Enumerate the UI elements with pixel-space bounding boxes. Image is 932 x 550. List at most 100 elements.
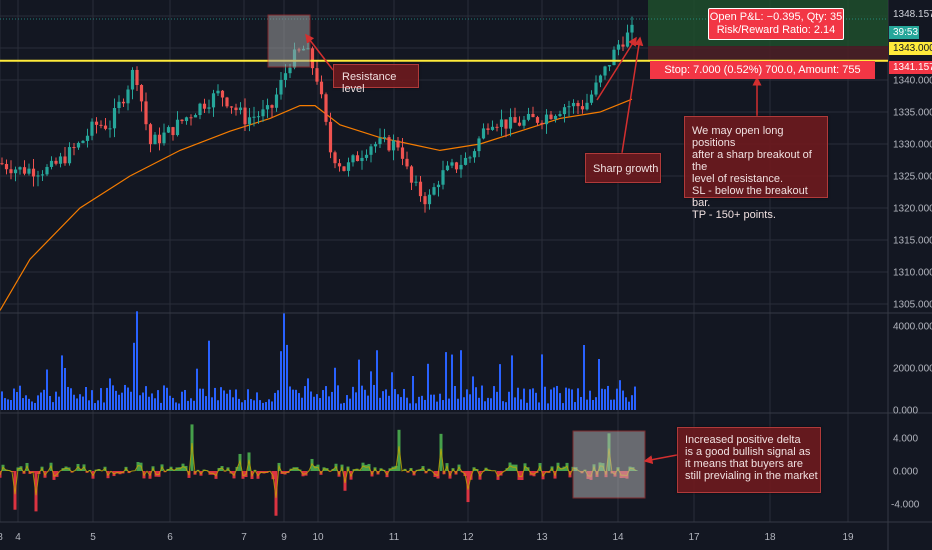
volume-bar <box>163 385 165 410</box>
volume-bar <box>373 384 375 410</box>
candle-body <box>171 127 175 136</box>
candle-body <box>85 135 90 141</box>
volume-bar <box>274 392 276 410</box>
volume-bar <box>472 376 474 410</box>
resistance-annotation[interactable]: Resistance level <box>333 64 419 95</box>
volume-bar <box>151 393 153 410</box>
annotation-arrow <box>305 33 334 71</box>
delta-annotation[interactable]: Increased positive delta is a good bulli… <box>677 427 821 493</box>
volume-bar <box>544 386 546 410</box>
volume-bar <box>412 375 414 410</box>
candle-body <box>40 174 45 176</box>
volume-bar <box>589 390 591 410</box>
volume-bar <box>337 385 339 410</box>
delta-bar <box>364 464 368 471</box>
candle-body <box>13 169 18 174</box>
price-tick-label: 1335.000 <box>893 108 932 119</box>
candle-body <box>148 124 153 145</box>
volume-bar <box>406 397 408 410</box>
delta-bar <box>181 463 185 471</box>
volume-bar <box>385 389 387 410</box>
delta-tick-label: 0.000 <box>893 467 918 478</box>
volume-bar <box>382 391 384 410</box>
volume-bar <box>43 389 45 410</box>
candle-body <box>409 166 414 183</box>
time-tick-label: 7 <box>241 532 247 543</box>
volume-bar <box>103 402 105 410</box>
volume-bar <box>307 378 309 410</box>
time-tick-label: 4 <box>15 532 21 543</box>
volume-bar <box>613 399 615 410</box>
volume-bar <box>631 395 633 410</box>
volume-bar <box>403 388 405 410</box>
annotation-arrow <box>596 36 637 101</box>
volume-bar <box>250 398 252 410</box>
candle-body <box>616 44 621 50</box>
volume-bar <box>625 397 627 410</box>
volume-bar <box>175 402 177 410</box>
volume-bar <box>562 403 564 410</box>
volume-bar <box>256 392 258 410</box>
volume-bar <box>310 391 312 410</box>
volume-bar <box>610 399 612 410</box>
volume-bar <box>19 385 21 410</box>
candle-body <box>454 162 459 170</box>
candle-body <box>549 114 553 120</box>
candle-body <box>517 122 522 126</box>
candle-body <box>499 119 504 127</box>
sharp-growth-annotation[interactable]: Sharp growth <box>585 153 661 183</box>
price-tick-label: 1340.000 <box>893 76 932 87</box>
volume-bar <box>214 387 216 410</box>
candle-body <box>0 163 4 165</box>
candle-body <box>243 107 247 125</box>
candle-body <box>337 163 342 167</box>
volume-bar <box>508 391 510 410</box>
volume-bar <box>574 402 576 410</box>
candle-body <box>562 107 567 115</box>
volume-bar <box>286 344 288 410</box>
time-tick-label: 9 <box>281 532 287 543</box>
candle-body <box>193 115 198 118</box>
candle-body <box>477 138 481 152</box>
volume-bar <box>361 385 363 410</box>
candle-body <box>328 121 333 153</box>
volume-bar <box>616 388 618 410</box>
candle-body <box>508 117 513 129</box>
candlesticks <box>0 16 634 213</box>
candle-body <box>346 162 351 171</box>
volume-bar <box>430 394 432 410</box>
volume-bar <box>463 397 465 410</box>
candle-body <box>571 102 576 107</box>
volume-bar <box>202 388 204 410</box>
candle-body <box>189 117 193 119</box>
candle-body <box>45 166 49 175</box>
volume-bar <box>505 402 507 410</box>
volume-bar <box>70 388 72 410</box>
volume-bar <box>553 387 555 410</box>
volume-bar <box>541 354 543 410</box>
volume-bar <box>13 388 15 410</box>
candle-body <box>81 140 85 143</box>
volume-bar <box>28 398 30 410</box>
volume-bar <box>598 358 600 410</box>
volume-bar <box>205 396 207 410</box>
candle-body <box>504 119 508 129</box>
price-tick-label: 1330.000 <box>893 140 932 151</box>
open-pnl-label[interactable]: Open P&L: −0.395, Qty: 35 Risk/Reward Ra… <box>708 8 844 40</box>
volume-bar <box>349 398 351 410</box>
volume-bar <box>388 395 390 410</box>
volume-bar <box>211 397 213 410</box>
stop-label[interactable]: Stop: 7.000 (0.52%) 700.0, Amount: 755 <box>650 61 875 79</box>
volume-bar <box>454 385 456 410</box>
volume-bar <box>193 400 195 410</box>
volume-bar <box>343 402 345 410</box>
candle-body <box>576 102 580 107</box>
trade-plan-annotation[interactable]: We may open long positions after a sharp… <box>684 116 828 221</box>
candle-body <box>67 147 72 164</box>
annotation-arrows <box>305 33 762 465</box>
volume-bar <box>154 398 156 410</box>
volume-bar <box>106 387 108 410</box>
volume-bar <box>265 402 267 410</box>
volume-bar <box>619 380 621 410</box>
volume-bar <box>466 389 468 410</box>
